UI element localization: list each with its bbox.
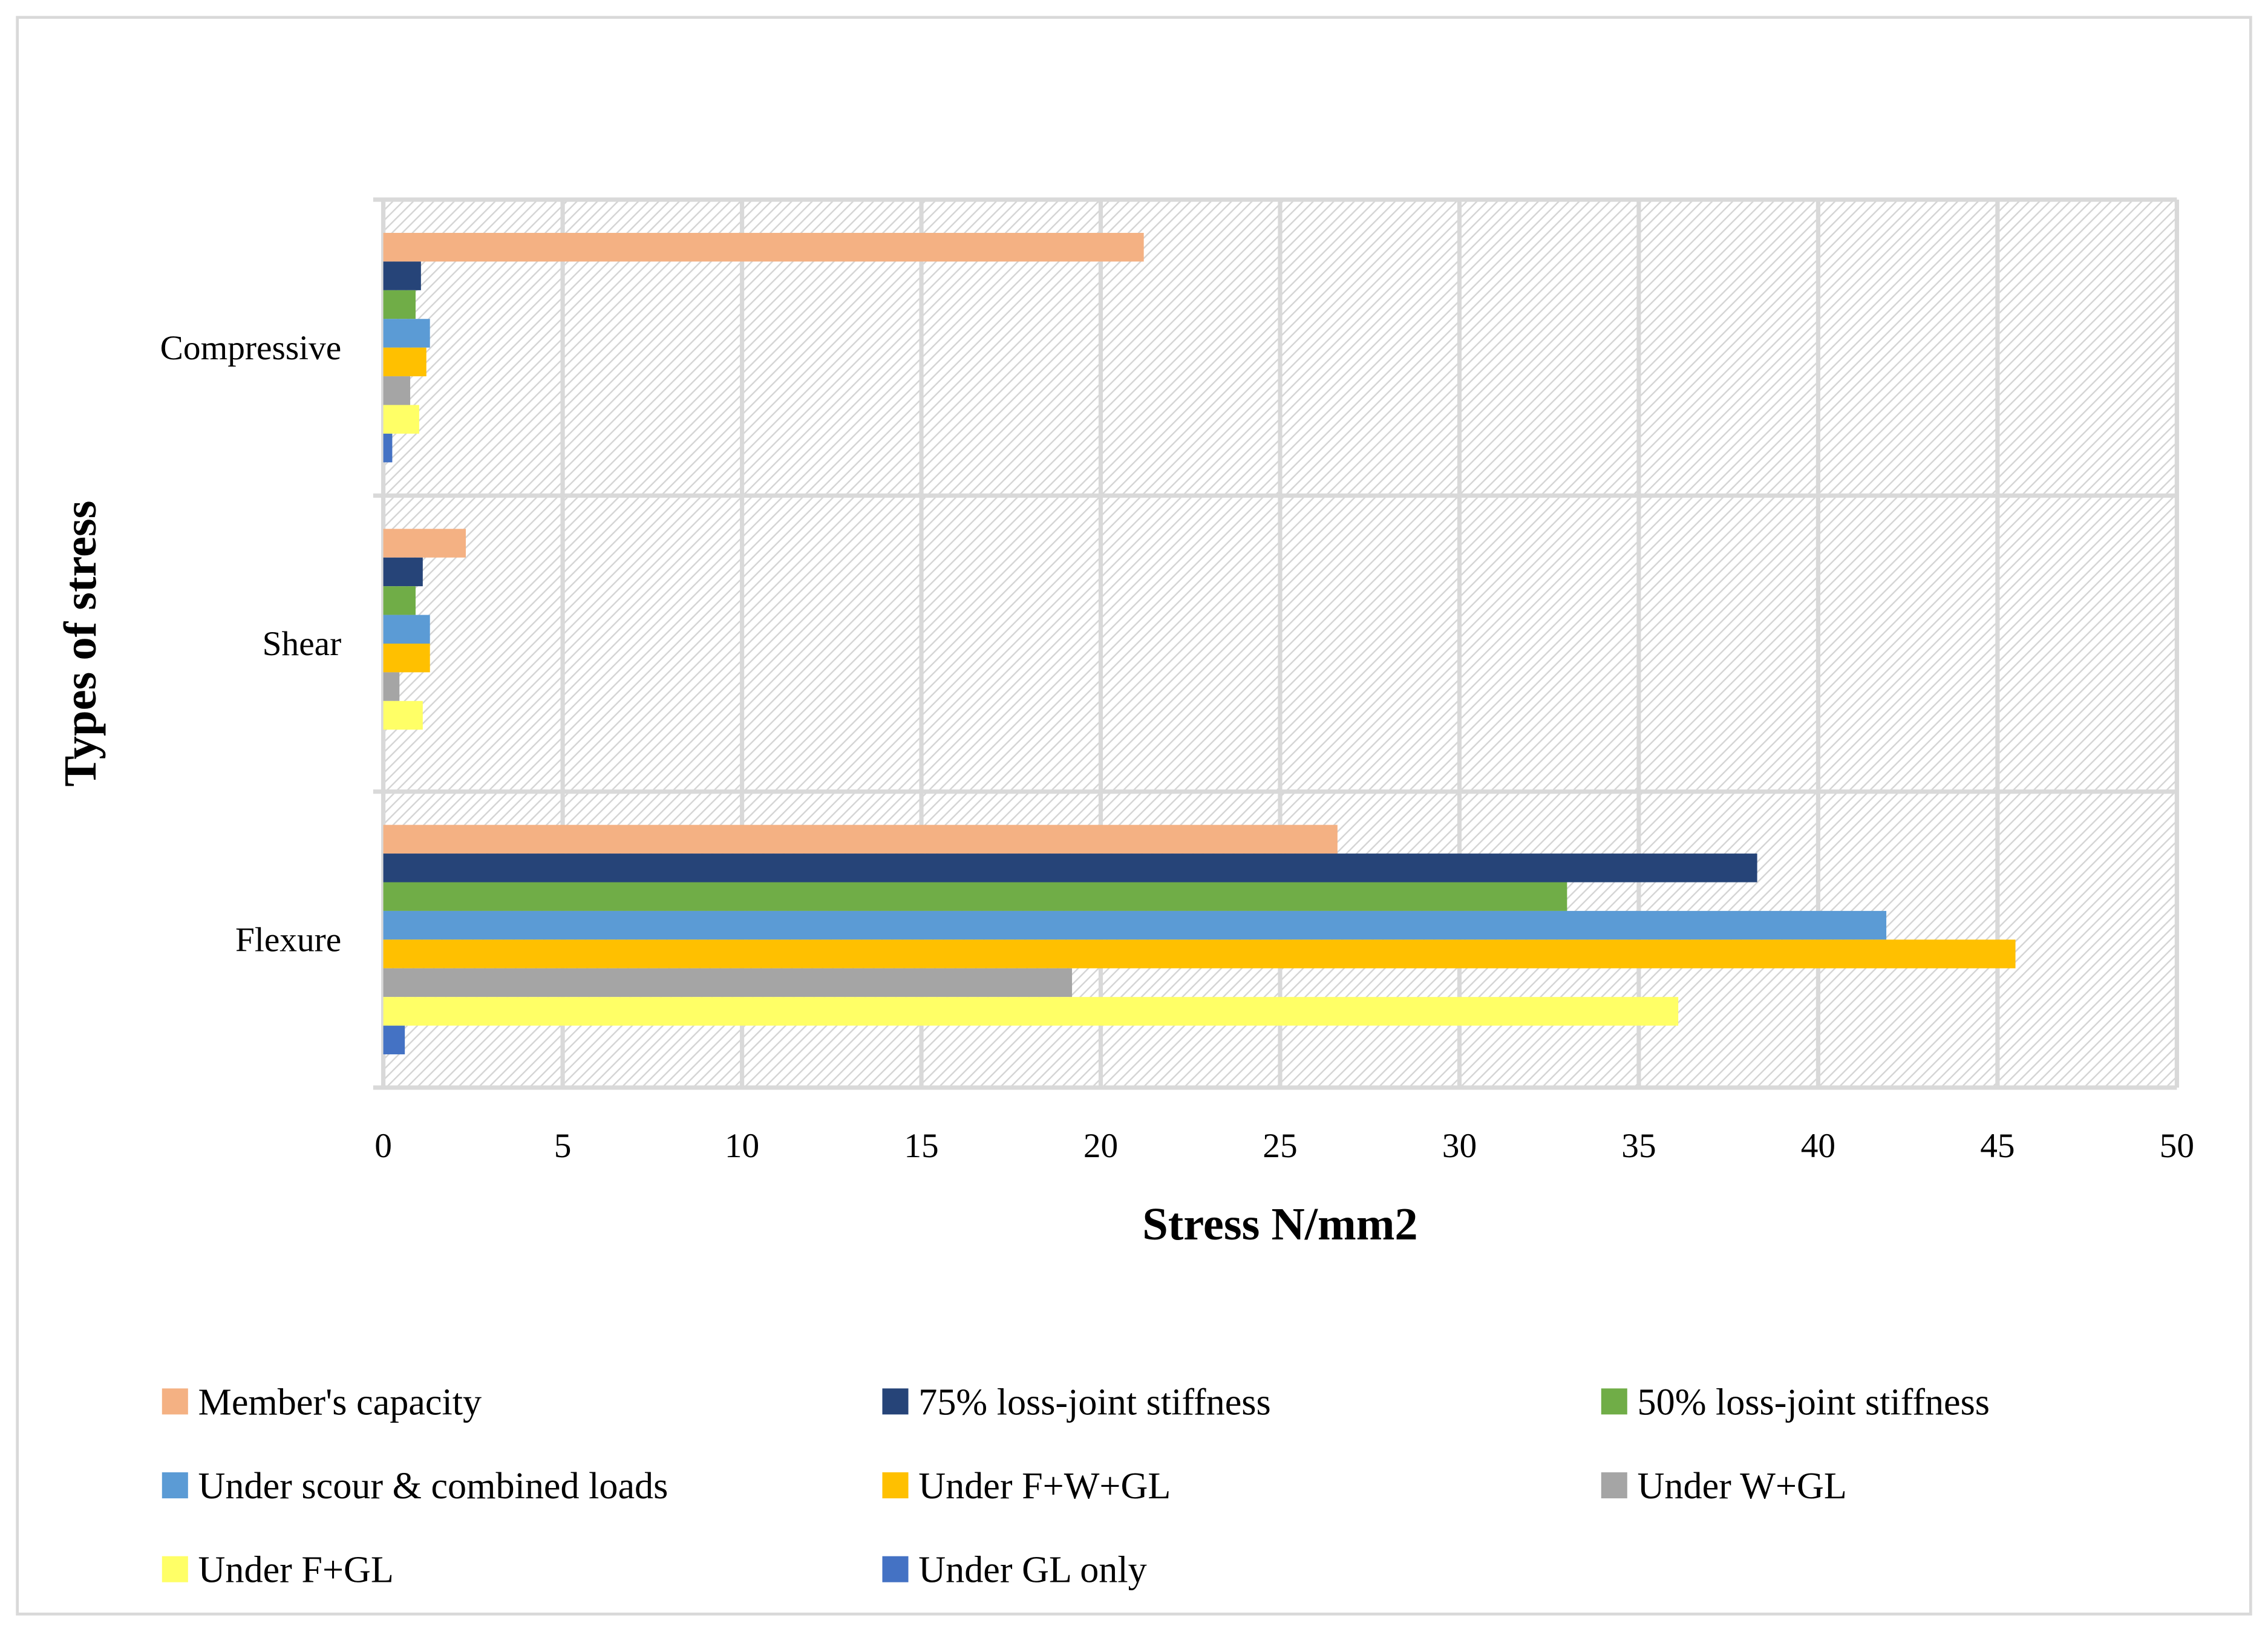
bar-compressive-1 [383,261,421,290]
y-axis-title: Types of stress [54,500,106,786]
legend-label: Member's capacity [198,1382,482,1423]
legend-swatch [162,1556,188,1582]
legend-swatch [162,1472,188,1499]
bar-compressive-3 [383,319,430,348]
x-tick-label: 0 [374,1127,392,1165]
x-tick-label: 5 [554,1127,572,1165]
bar-compressive-7 [383,433,393,463]
bar-flexure-3 [383,910,1887,940]
bar-flexure-6 [383,997,1679,1026]
bar-compressive-4 [383,347,426,377]
bar-shear-5 [383,672,400,701]
chart-border [16,16,2252,1616]
x-tick-label: 45 [1980,1127,2015,1165]
bar-shear-0 [383,529,466,558]
x-tick-label: 10 [725,1127,759,1165]
legend-label: 75% loss-joint stiffness [918,1382,1270,1423]
y-category-label: Shear [263,625,342,663]
x-axis-title: Stress N/mm2 [1142,1198,1417,1250]
x-tick-label: 30 [1442,1127,1477,1165]
bar-flexure-7 [383,1025,405,1055]
legend-label: Under scour & combined loads [198,1466,668,1507]
legend-swatch [162,1388,188,1415]
legend-label: Under F+GL [198,1550,394,1591]
bar-shear-2 [383,586,416,615]
x-tick-label: 40 [1801,1127,1835,1165]
x-tick-label: 35 [1621,1127,1656,1165]
bar-compressive-0 [383,232,1144,262]
bar-shear-4 [383,643,430,673]
legend-swatch [882,1388,909,1415]
y-category-label: Flexure [235,921,341,959]
legend: Member's capacity 75% loss-joint stiffnes… [162,1382,1990,1591]
legend-label: Under GL only [918,1550,1146,1591]
legend-swatch [1601,1388,1627,1415]
bar-flexure-4 [383,939,2016,968]
bar-flexure-2 [383,882,1567,911]
bar-compressive-6 [383,405,419,434]
x-tick-label: 25 [1263,1127,1297,1165]
bar-compressive-2 [383,290,416,319]
y-category-label: Compressive [160,329,342,367]
bar-flexure-0 [383,824,1338,854]
bar-flexure-1 [383,854,1757,883]
bar-compressive-5 [383,376,411,405]
legend-swatch [882,1556,909,1582]
x-tick-label: 20 [1083,1127,1118,1165]
bar-shear-6 [383,700,423,730]
bar-flexure-5 [383,968,1073,997]
x-tick-label: 50 [2160,1127,2194,1165]
legend-swatch [882,1472,909,1499]
legend-label: Under F+W+GL [918,1466,1171,1507]
bar-shear-1 [383,557,423,587]
legend-label: 50% loss-joint stiffness [1638,1382,1990,1423]
legend-label: Under W+GL [1638,1466,1847,1507]
bar-shear-3 [383,615,430,644]
legend-swatch [1601,1472,1627,1499]
x-tick-label: 15 [904,1127,938,1165]
